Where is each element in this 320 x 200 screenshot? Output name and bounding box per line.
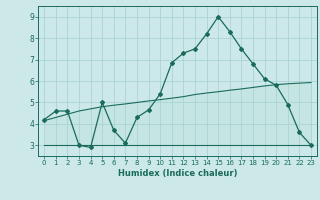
X-axis label: Humidex (Indice chaleur): Humidex (Indice chaleur) (118, 169, 237, 178)
